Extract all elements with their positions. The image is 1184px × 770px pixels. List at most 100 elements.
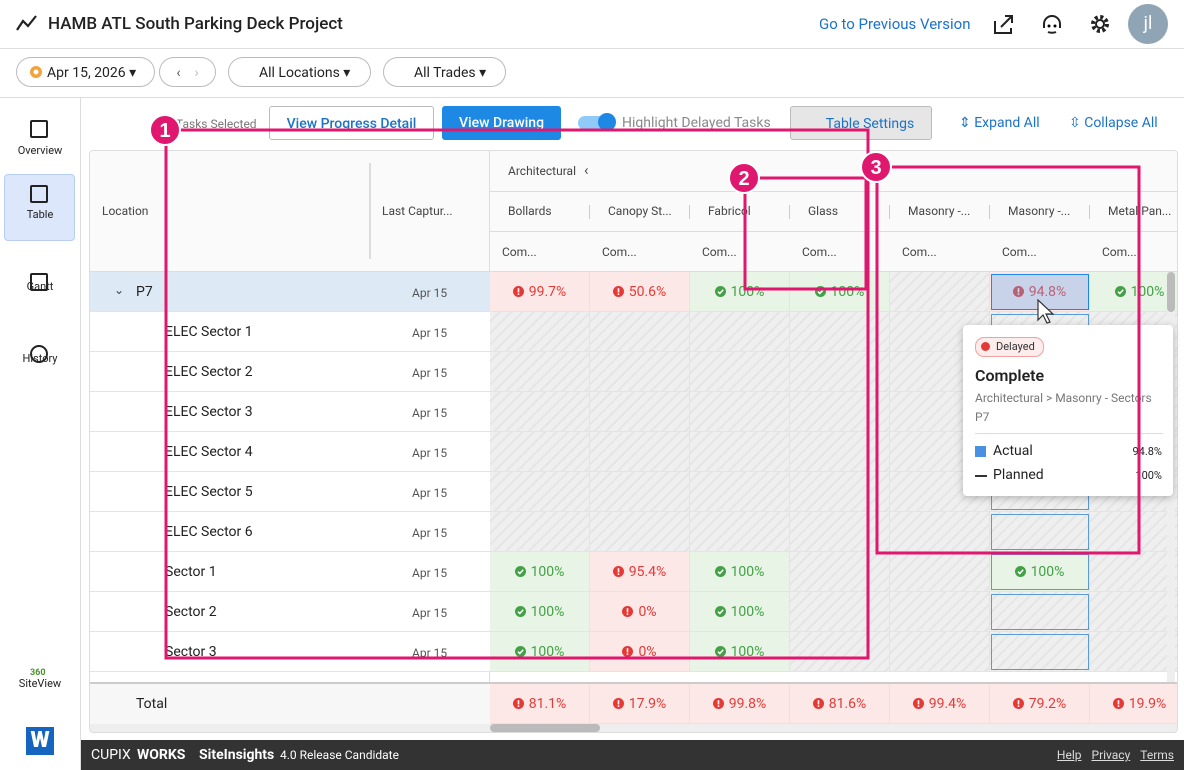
column-header: Canopy St... <box>608 204 672 218</box>
trades-filter[interactable]: All Trades ▾ <box>383 57 506 87</box>
row-bg[interactable] <box>90 352 490 392</box>
actual-label: Actual <box>993 443 1033 459</box>
cell-value: 100% <box>530 643 565 660</box>
brand-a: CUPIX <box>91 747 131 763</box>
location-name: Sector 3 <box>165 644 217 660</box>
nav-label[interactable]: Gantt <box>26 280 54 293</box>
row-bg[interactable] <box>90 592 490 632</box>
project-title: HAMB ATL South Parking Deck Project <box>48 14 343 34</box>
sub-header: Com... <box>702 245 737 259</box>
capture-date: Apr 15 <box>412 406 448 420</box>
table-cell <box>890 632 990 672</box>
row-bg[interactable] <box>90 552 490 592</box>
total-label: Total <box>136 696 168 712</box>
table-cell <box>1090 632 1177 672</box>
tooltip-divider <box>975 433 1163 434</box>
column-header: Masonry -... <box>1008 204 1071 218</box>
progress-button[interactable]: View Progress Detail <box>269 106 434 140</box>
sub-header: Com... <box>502 245 537 259</box>
row-bg[interactable] <box>90 632 490 672</box>
planned-value: 100% <box>1135 469 1162 482</box>
table-cell <box>690 432 790 472</box>
table-cell <box>590 392 690 432</box>
table-cell: 99.4% <box>890 684 990 724</box>
settings-icon[interactable] <box>1088 12 1112 36</box>
highlight-box <box>991 594 1089 630</box>
collapse-all[interactable]: ⇳ Collapse All <box>1069 115 1158 131</box>
capture-date: Apr 15 <box>412 326 448 340</box>
share-icon[interactable] <box>992 13 1016 35</box>
row-bg[interactable] <box>90 472 490 512</box>
annotation-box <box>743 176 868 291</box>
table-cell: 81.6% <box>790 684 890 724</box>
planned-label: Planned <box>993 467 1044 483</box>
cell-value: 0% <box>638 643 657 660</box>
location-filter[interactable]: All Locations ▾ <box>228 57 371 87</box>
annotation-box <box>164 128 870 660</box>
table-cell: 81.1% <box>490 684 590 724</box>
table-cell: 95.4% <box>590 552 690 592</box>
location-name: ELEC Sector 3 <box>165 404 253 420</box>
table-cell <box>690 392 790 432</box>
table-cell: 100% <box>990 552 1090 592</box>
table-cell <box>490 432 590 472</box>
cell-value: 99.8% <box>728 695 767 712</box>
nav-label[interactable]: Table <box>26 208 54 221</box>
table-cell <box>1090 512 1177 552</box>
table-cell <box>1090 592 1177 632</box>
date-icon <box>30 66 42 78</box>
date-text: Apr 15, 2026 <box>47 65 126 81</box>
col-sep <box>889 205 890 219</box>
table-cell: 50.6% <box>590 272 690 312</box>
previous-version-link[interactable]: Go to Previous Version <box>819 15 971 33</box>
footer-link[interactable]: Help <box>1056 748 1082 762</box>
nav-label[interactable]: SiteView <box>18 677 62 690</box>
table-cell: 17.9% <box>590 684 690 724</box>
support-icon[interactable] <box>1040 12 1064 36</box>
column-header: Fabricol <box>708 204 751 218</box>
date-picker[interactable]: Apr 15, 2026 ▾ <box>16 57 155 87</box>
row-bg[interactable] <box>90 432 490 472</box>
footer-link[interactable]: Privacy <box>1091 748 1131 762</box>
nav-icon <box>30 185 48 203</box>
table-cell <box>890 592 990 632</box>
table-cell: 100% <box>690 272 790 312</box>
table-settings-button[interactable]: Table Settings <box>790 106 932 140</box>
date-nav[interactable]: ‹ › <box>159 57 216 87</box>
location-name: ELEC Sector 6 <box>165 524 253 540</box>
toggle-knob[interactable] <box>598 113 616 131</box>
location-name: Sector 2 <box>165 604 217 620</box>
avatar[interactable]: jl <box>1128 4 1168 44</box>
cell-value: 100% <box>730 643 765 660</box>
table-cell <box>690 472 790 512</box>
trades-text: All Trades <box>414 65 476 81</box>
row-bg[interactable] <box>90 392 490 432</box>
annotation-badge <box>860 151 892 183</box>
sub-header: Com... <box>602 245 637 259</box>
table-cell <box>990 632 1090 672</box>
cell-value: 100% <box>730 603 765 620</box>
cell-value: 100% <box>530 603 565 620</box>
nav-label[interactable]: History <box>22 352 58 365</box>
tooltip-path: Architectural > Masonry - Sectors <box>975 391 1152 405</box>
sub-header: Com... <box>802 245 837 259</box>
expand-all[interactable]: ⇕ Expand All <box>959 115 1040 131</box>
drawing-button[interactable]: View Drawing <box>442 106 561 140</box>
header-line <box>490 231 1177 232</box>
sub-header: Com... <box>1002 245 1037 259</box>
cell-value: 100% <box>530 563 565 580</box>
table-cell <box>790 432 890 472</box>
row-bg[interactable] <box>90 272 490 312</box>
actual-swatch <box>975 446 986 457</box>
expand-chevron: ⌄ <box>114 283 125 297</box>
nav-label[interactable]: Overview <box>17 144 63 157</box>
footer-link[interactable]: Terms <box>1140 748 1174 762</box>
column-header: Masonry -... <box>908 204 971 218</box>
row-bg[interactable] <box>90 512 490 552</box>
table-cell <box>590 432 690 472</box>
total-line <box>90 682 1177 685</box>
divider <box>0 48 1184 49</box>
scroll-thumb <box>1167 272 1175 312</box>
table-cell: 99.7% <box>490 272 590 312</box>
row-bg[interactable] <box>90 312 490 352</box>
